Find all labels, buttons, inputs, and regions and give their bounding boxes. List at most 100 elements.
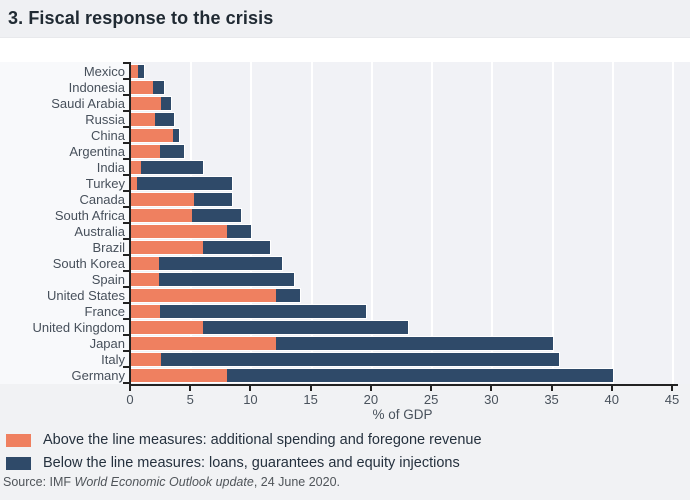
x-axis-tick (610, 386, 613, 391)
y-axis-tick (123, 174, 129, 176)
gridline-25 (431, 62, 434, 384)
bar-segment-above-the-line (131, 353, 162, 366)
bar-row (131, 337, 553, 350)
y-axis-label: South Korea (52, 256, 125, 271)
bar-segment-above-the-line (131, 97, 162, 110)
source-suffix: , 24 June 2020. (253, 475, 340, 489)
x-axis-tick-label: 35 (544, 392, 559, 407)
y-axis-label: Turkey (85, 176, 125, 191)
bar-segment-below-the-line (159, 145, 184, 158)
legend-swatch-above-the-line (6, 433, 31, 447)
x-axis-tick-label: 30 (484, 392, 499, 407)
bar-row (131, 369, 613, 382)
bar-segment-below-the-line (137, 177, 233, 190)
legend-item-above-the-line: Above the line measures: additional spen… (6, 432, 482, 448)
legend-label-above-the-line: Above the line measures: additional spen… (43, 432, 482, 448)
gridline-40 (611, 62, 614, 384)
y-axis-tick (123, 238, 129, 240)
bar-segment-above-the-line (131, 289, 276, 302)
bar-segment-below-the-line (203, 241, 270, 254)
bar-row (131, 321, 409, 334)
bar-segment-above-the-line (131, 305, 160, 318)
bar-segment-below-the-line (155, 113, 175, 126)
y-axis-label: Australia (74, 224, 125, 239)
header-divider (0, 38, 690, 62)
bar-segment-below-the-line (227, 369, 613, 382)
bar-segment-below-the-line (140, 161, 204, 174)
bar-row (131, 113, 175, 126)
x-axis-tick (550, 386, 553, 391)
bar-segment-below-the-line (152, 81, 164, 94)
bar-row (131, 209, 241, 222)
bar-row (131, 129, 180, 142)
y-axis-label-gutter (0, 62, 129, 384)
y-axis-tick (123, 270, 129, 272)
y-axis-label: Canada (79, 192, 125, 207)
y-axis-tick (123, 158, 129, 160)
y-axis-label: France (84, 304, 125, 319)
bar-segment-above-the-line (131, 113, 156, 126)
bar-row (131, 273, 294, 286)
bar-segment-above-the-line (131, 161, 141, 174)
bar-row (131, 257, 282, 270)
y-axis-tick (123, 190, 129, 192)
bar-segment-above-the-line (131, 145, 160, 158)
bar-segment-above-the-line (131, 193, 194, 206)
x-axis-tick-label: 10 (243, 392, 258, 407)
y-axis-tick (123, 350, 129, 352)
x-axis-title: % of GDP (372, 407, 433, 422)
x-axis-tick-label: 25 (423, 392, 439, 407)
y-axis-tick (123, 206, 129, 208)
bar-segment-below-the-line (193, 193, 233, 206)
source-publication: World Economic Outlook update (74, 475, 254, 489)
x-axis-tick-label: 20 (363, 392, 379, 407)
y-axis (129, 62, 131, 384)
bar-segment-below-the-line (138, 65, 145, 78)
x-axis-tick-label: 0 (126, 392, 134, 407)
y-axis-tick (123, 126, 129, 128)
bar-segment-above-the-line (131, 81, 153, 94)
plot-background (129, 62, 690, 384)
bar-segment-below-the-line (161, 353, 559, 366)
gridline-15 (310, 62, 313, 384)
gridline-20 (370, 62, 373, 384)
y-axis-tick (123, 110, 129, 112)
y-axis-tick (123, 318, 129, 320)
bar-row (131, 161, 204, 174)
x-axis-tick (189, 386, 192, 391)
source-prefix: Source: IMF (3, 475, 75, 489)
y-axis-label: China (91, 128, 125, 143)
y-axis-tick (123, 94, 129, 96)
y-axis-label: United States (46, 288, 125, 303)
bar-row (131, 177, 233, 190)
bar-row (131, 289, 300, 302)
bar-segment-below-the-line (227, 225, 252, 238)
y-axis-label: India (96, 160, 125, 175)
gridline-10 (250, 62, 253, 384)
y-axis-label: Spain (91, 272, 125, 287)
y-axis-label: Russia (85, 112, 125, 127)
bar-segment-above-the-line (131, 321, 204, 334)
x-axis-tick (369, 386, 372, 391)
y-axis-tick (123, 142, 129, 144)
bar-segment-below-the-line (158, 273, 294, 286)
y-axis-label: Germany (71, 368, 125, 383)
x-axis-tick-label: 40 (604, 392, 619, 407)
y-axis-tick (123, 78, 129, 80)
bar-row (131, 305, 366, 318)
y-axis-tick (123, 382, 129, 384)
bar-row (131, 353, 559, 366)
legend-label-below-the-line: Below the line measures: loans, guarante… (43, 455, 460, 471)
bar-row (131, 65, 145, 78)
bar-row (131, 97, 171, 110)
bar-segment-above-the-line (131, 257, 159, 270)
bar-segment-below-the-line (203, 321, 409, 334)
y-axis-tick (123, 334, 129, 336)
x-axis-tick-label: 5 (186, 392, 194, 407)
y-axis-label: Japan (89, 336, 125, 351)
bar-segment-above-the-line (131, 241, 204, 254)
y-axis-label: Italy (101, 352, 125, 367)
y-axis-tick (123, 222, 129, 224)
bar-segment-below-the-line (161, 97, 171, 110)
bar-row (131, 145, 184, 158)
